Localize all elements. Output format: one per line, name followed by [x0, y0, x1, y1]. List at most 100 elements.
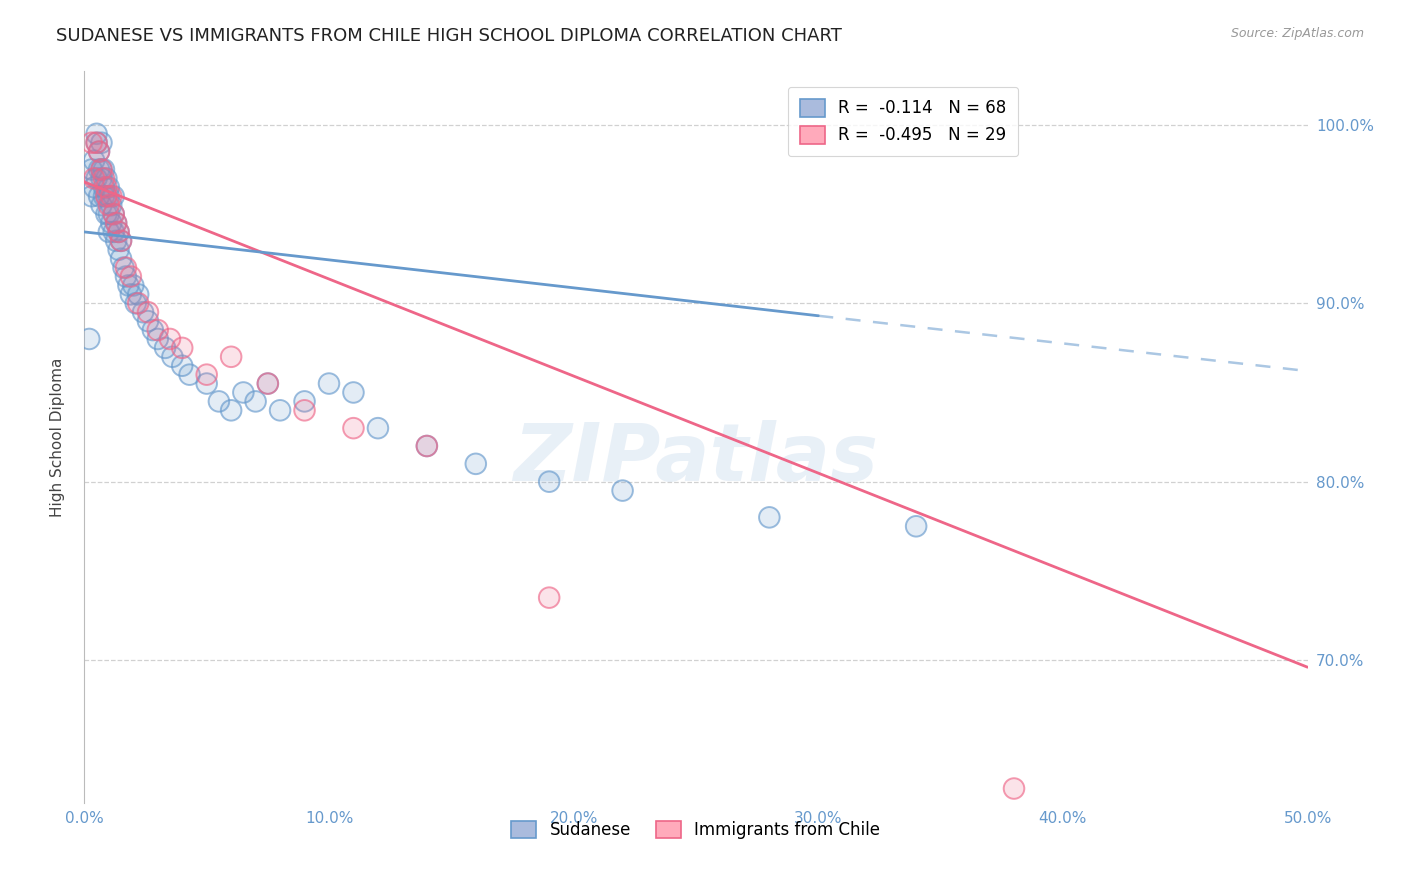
Point: [93, 180, 115, 194]
Point: [125, 296, 148, 310]
Point: [97, 225, 120, 239]
Point: [172, 359, 194, 373]
Point: [416, 439, 439, 453]
Point: [159, 332, 181, 346]
Point: [96, 189, 118, 203]
Point: [367, 421, 389, 435]
Point: [105, 234, 128, 248]
Point: [342, 385, 364, 400]
Point: [294, 403, 316, 417]
Point: [96, 189, 118, 203]
Point: [87, 162, 110, 177]
Point: [758, 510, 780, 524]
Point: [107, 225, 129, 239]
Point: [96, 171, 118, 186]
Point: [107, 225, 129, 239]
Point: [127, 287, 149, 301]
Point: [416, 439, 439, 453]
Point: [122, 278, 145, 293]
Point: [103, 207, 125, 221]
Point: [538, 591, 561, 605]
Point: [464, 457, 486, 471]
Text: Source: ZipAtlas.com: Source: ZipAtlas.com: [1230, 27, 1364, 40]
Point: [342, 385, 364, 400]
Point: [103, 225, 125, 239]
Point: [232, 385, 254, 400]
Point: [80, 189, 103, 203]
Point: [105, 234, 128, 248]
Point: [107, 243, 129, 257]
Point: [105, 216, 128, 230]
Point: [208, 394, 231, 409]
Point: [257, 376, 280, 391]
Point: [86, 127, 108, 141]
Point: [93, 162, 115, 177]
Point: [146, 323, 169, 337]
Point: [97, 225, 120, 239]
Point: [90, 162, 112, 177]
Point: [172, 341, 194, 355]
Point: [195, 376, 218, 391]
Point: [464, 457, 486, 471]
Point: [105, 216, 128, 230]
Point: [90, 171, 112, 186]
Point: [77, 332, 100, 346]
Point: [107, 225, 129, 239]
Point: [103, 207, 125, 221]
Point: [172, 359, 194, 373]
Point: [294, 394, 316, 409]
Point: [86, 136, 108, 150]
Point: [146, 323, 169, 337]
Point: [80, 136, 103, 150]
Point: [97, 189, 120, 203]
Point: [97, 180, 120, 194]
Point: [96, 207, 118, 221]
Point: [257, 376, 280, 391]
Point: [179, 368, 201, 382]
Point: [96, 207, 118, 221]
Point: [83, 180, 105, 194]
Point: [1002, 781, 1025, 796]
Point: [117, 278, 139, 293]
Point: [100, 216, 122, 230]
Point: [120, 269, 142, 284]
Point: [269, 403, 291, 417]
Point: [245, 394, 267, 409]
Point: [86, 136, 108, 150]
Point: [120, 287, 142, 301]
Point: [97, 207, 120, 221]
Point: [132, 305, 155, 319]
Point: [538, 475, 561, 489]
Point: [107, 225, 129, 239]
Point: [142, 323, 165, 337]
Point: [96, 189, 118, 203]
Point: [110, 234, 132, 248]
Point: [219, 403, 242, 417]
Y-axis label: High School Diploma: High School Diploma: [51, 358, 65, 516]
Point: [105, 216, 128, 230]
Point: [103, 225, 125, 239]
Point: [318, 376, 340, 391]
Point: [103, 189, 125, 203]
Point: [100, 216, 122, 230]
Point: [612, 483, 634, 498]
Point: [153, 341, 176, 355]
Point: [219, 350, 242, 364]
Point: [294, 403, 316, 417]
Point: [110, 252, 132, 266]
Point: [136, 305, 159, 319]
Point: [112, 260, 135, 275]
Point: [87, 145, 110, 159]
Point: [107, 243, 129, 257]
Point: [257, 376, 280, 391]
Point: [103, 207, 125, 221]
Point: [110, 234, 132, 248]
Point: [87, 189, 110, 203]
Point: [162, 350, 184, 364]
Point: [219, 403, 242, 417]
Point: [93, 189, 115, 203]
Point: [93, 189, 115, 203]
Point: [105, 216, 128, 230]
Point: [90, 136, 112, 150]
Point: [83, 171, 105, 186]
